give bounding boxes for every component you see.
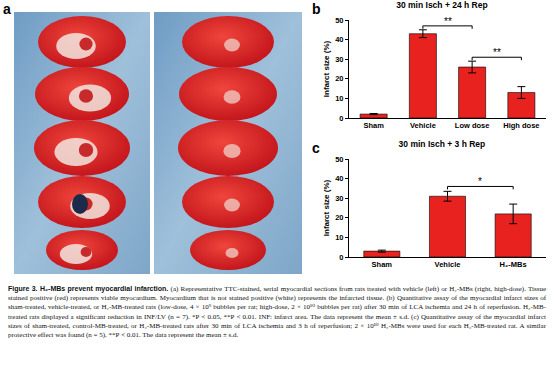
svg-text:50: 50 <box>335 16 343 25</box>
svg-text:H₂-MBs: H₂-MBs <box>500 260 527 269</box>
html-text:a: a <box>3 1 11 17</box>
svg-text:0: 0 <box>339 253 343 262</box>
svg-text:Sham: Sham <box>372 260 393 269</box>
svg-text:0: 0 <box>339 114 343 123</box>
svg-text:**: ** <box>444 16 452 27</box>
svg-text:High dose: High dose <box>503 121 539 130</box>
svg-text:**: ** <box>493 47 501 58</box>
svg-text:30: 30 <box>335 55 343 64</box>
svg-text:Vehicle: Vehicle <box>435 260 461 269</box>
svg-text:10: 10 <box>335 94 343 103</box>
svg-text:*: * <box>478 176 482 187</box>
html-text:b: b <box>312 1 321 17</box>
svg-text:50: 50 <box>335 155 343 164</box>
svg-text:Sham: Sham <box>363 121 384 130</box>
svg-text:Vehicle: Vehicle <box>410 121 436 130</box>
svg-text:40: 40 <box>335 174 343 183</box>
svg-text:30: 30 <box>335 194 343 203</box>
html-text:c: c <box>312 140 320 156</box>
svg-text:30 min Isch + 3 h Rep: 30 min Isch + 3 h Rep <box>399 139 486 149</box>
svg-text:Infarct size (%): Infarct size (%) <box>322 179 331 236</box>
svg-text:40: 40 <box>335 35 343 44</box>
svg-text:Infarct size (%): Infarct size (%) <box>322 40 331 97</box>
svg-text:10: 10 <box>335 233 343 242</box>
svg-text:20: 20 <box>335 213 343 222</box>
svg-text:20: 20 <box>335 74 343 83</box>
html-text:Figure 3. H₂-MBs prevent myoca: Figure 3. H₂-MBs prevent myocardial infa… <box>8 285 546 339</box>
svg-text:Low dose: Low dose <box>455 121 490 130</box>
svg-text:30 min Isch + 24 h Rep: 30 min Isch + 24 h Rep <box>396 0 487 10</box>
